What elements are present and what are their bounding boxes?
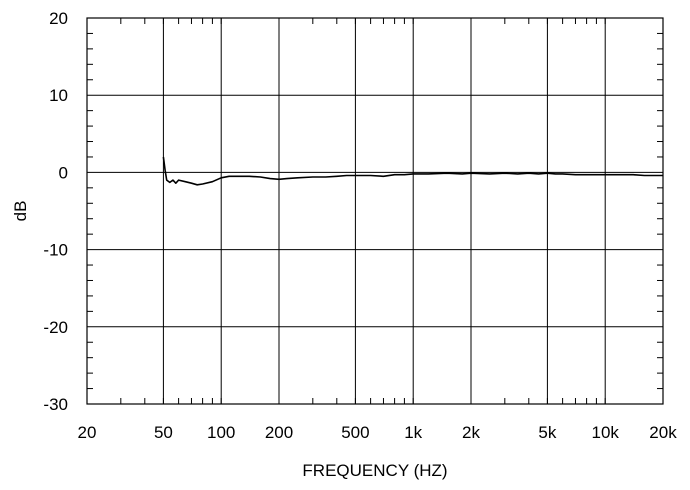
y-tick-label: 0 <box>59 163 68 182</box>
x-tick-label: 10k <box>591 423 619 442</box>
response-line <box>162 156 663 186</box>
x-tick-label: 2k <box>462 423 480 442</box>
x-tick-label: 20 <box>78 423 97 442</box>
plot-frame <box>86 17 664 405</box>
y-tick-label: 10 <box>49 86 68 105</box>
x-tick-label: 20k <box>649 423 677 442</box>
x-tick-label: 500 <box>341 423 369 442</box>
grid <box>87 18 663 404</box>
x-tick-label: 50 <box>154 423 173 442</box>
x-tick-label: 200 <box>265 423 293 442</box>
y-tick-label: 20 <box>49 9 68 28</box>
series-layer <box>162 156 663 186</box>
y-axis-title: dB <box>11 201 30 222</box>
x-tick-label: 100 <box>207 423 235 442</box>
x-axis-title: FREQUENCY (HZ) <box>302 461 447 480</box>
y-tick-label: -10 <box>43 241 68 260</box>
y-tick-labels: 20 10 0 -10 -20 -30 <box>43 9 68 414</box>
x-tick-labels: 20 50 100 200 500 1k 2k 5k 10k 20k <box>78 423 678 442</box>
y-tick-label: -20 <box>43 318 68 337</box>
y-tick-label: -30 <box>43 395 68 414</box>
x-tick-label: 1k <box>404 423 422 442</box>
x-tick-label: 5k <box>538 423 556 442</box>
minor-ticks <box>87 18 663 404</box>
